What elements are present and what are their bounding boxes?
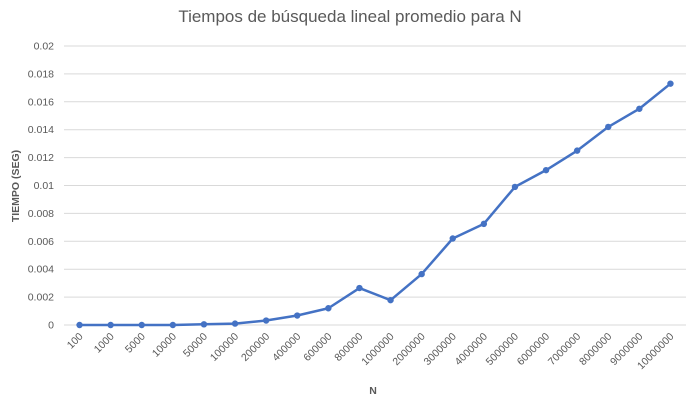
- x-tick-label: 400000: [270, 331, 303, 364]
- x-tick-label: 6000000: [515, 331, 553, 369]
- x-tick-label: 5000000: [484, 331, 522, 369]
- x-tick-labels: 100 1000 5000 10000 500001000002000004000006…: [65, 331, 677, 373]
- data-point: [387, 296, 394, 304]
- y-tick-label: 0.012: [28, 152, 54, 164]
- data-point: [667, 80, 674, 87]
- data-point: [480, 220, 488, 228]
- series-line: [78, 82, 672, 327]
- x-tick-label: 10000: [150, 331, 179, 360]
- x-tick-label: 600000: [301, 331, 334, 364]
- gridlines: [64, 45, 686, 326]
- x-axis-label: N: [369, 385, 377, 397]
- x-tick-label: 4000000: [453, 331, 491, 369]
- data-point: [325, 305, 332, 312]
- y-tick-label: 0.014: [28, 124, 54, 136]
- y-tick-label: 0.002: [28, 292, 54, 304]
- data-point: [107, 321, 114, 329]
- x-tick-label: 5000: [123, 331, 148, 356]
- y-tick-label: 0.006: [28, 236, 54, 248]
- data-point: [169, 321, 177, 329]
- x-tick-label: 1000000: [359, 331, 397, 369]
- y-tick-label: 0.02: [34, 41, 55, 53]
- x-tick-label: 3000000: [421, 331, 459, 369]
- data-point: [511, 183, 519, 191]
- data-point: [262, 317, 270, 324]
- y-tick-label: 0.016: [28, 96, 54, 108]
- chart-title: Tiempos de búsqueda lineal promedio para…: [178, 7, 521, 26]
- data-point: [573, 147, 581, 154]
- data-point: [200, 321, 208, 328]
- y-tick-labels: 0 0.002 0.004 0.006 0.008 0.01 0.012 0.014 0.016…: [28, 41, 54, 332]
- data-point: [542, 166, 550, 174]
- data-point: [449, 235, 456, 242]
- x-tick-label: 50000: [181, 331, 210, 360]
- data-point: [231, 320, 239, 327]
- y-tick-label: 0.01: [34, 180, 55, 192]
- y-tick-label: 0.008: [28, 208, 54, 220]
- x-tick-label: 200000: [239, 331, 272, 364]
- data-point: [76, 321, 83, 329]
- y-tick-label: 0.018: [28, 68, 54, 80]
- x-tick-label: 7000000: [546, 331, 584, 369]
- data-point: [356, 284, 363, 292]
- x-tick-label: 8000000: [577, 331, 615, 369]
- data-point: [605, 123, 612, 131]
- x-tick-label: 100000: [208, 331, 241, 364]
- y-tick-label: 0.004: [28, 264, 54, 276]
- y-axis-label: TIEMPO (SEG): [10, 150, 22, 222]
- x-tick-label: 1000: [92, 331, 117, 356]
- y-tick-label: 0: [48, 320, 54, 332]
- data-point: [636, 105, 643, 112]
- data-point: [294, 312, 301, 319]
- data-point: [138, 321, 145, 329]
- series-layer: [76, 80, 674, 329]
- x-tick-label: 100: [65, 331, 86, 352]
- data-point: [418, 270, 425, 278]
- x-tick-label: 2000000: [390, 331, 428, 369]
